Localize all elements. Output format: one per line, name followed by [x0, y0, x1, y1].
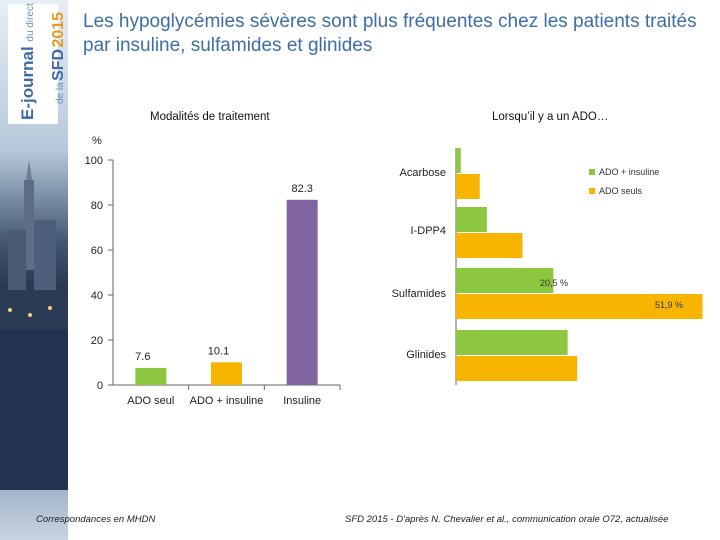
y-tick-label: 40 [91, 290, 103, 302]
bar-value-label: 82.3 [291, 183, 312, 195]
x-tick-label: ADO + insuline [190, 395, 264, 407]
footer-left: Correspondances en MHDN [36, 514, 156, 525]
x-tick-label: Insuline [283, 395, 321, 407]
left-chart: % 0 20 40 60 80 100 7.6 ADO seul 10.1 ADO + insuli… [85, 135, 341, 407]
y-tick-label: 80 [91, 200, 103, 212]
bar-glinides-0 [456, 330, 568, 355]
bar-value-label: 10.1 [208, 345, 229, 357]
bar-1 [211, 362, 242, 385]
bar-0 [135, 367, 167, 385]
page-title: Les hypoglycémies sévères sont plus fréq… [83, 11, 697, 56]
y-tick-label: 100 [85, 155, 103, 167]
y-tick-label: 20 [91, 335, 103, 347]
legend-label: ADO + insuline [599, 167, 659, 177]
category-label: Glinides [406, 349, 446, 361]
bar-2 [286, 199, 318, 385]
brand-logo [8, 4, 58, 124]
y-axis-label: % [92, 135, 102, 147]
y-tick-label: 0 [97, 380, 103, 392]
legend-swatch [589, 188, 595, 194]
city-skyline-image [0, 160, 68, 490]
bar-glinides-1 [456, 356, 578, 381]
legend-label: ADO seuls [599, 186, 643, 196]
bar-sulfamides-1 [456, 294, 703, 319]
bar-value-label: 7.6 [135, 351, 150, 363]
bar-i-dpp4-0 [456, 207, 487, 232]
annotation-sulfamides-green: 20,5 % [540, 278, 568, 288]
category-label: I-DPP4 [411, 225, 446, 237]
footer-right: SFD 2015 - D'après N. Chevalier et al., … [345, 514, 669, 525]
right-chart: Acarbose I-DPP4 Sulfamides Glinides 20,5 % 51… [392, 148, 703, 385]
x-tick-label: ADO seul [127, 395, 174, 407]
sidebar-banner: E-journal du direct de la SFD 2015 [0, 0, 68, 540]
category-label: Sulfamides [392, 288, 447, 300]
bar-acarbose-1 [456, 174, 480, 199]
legend-swatch [589, 169, 595, 175]
bar-sulfamides-0 [456, 268, 554, 293]
category-label: Acarbose [400, 167, 446, 179]
bar-i-dpp4-1 [456, 233, 523, 258]
right-chart-title: Lorsqu’il y a un ADO… [492, 111, 609, 123]
y-tick-label: 60 [91, 245, 103, 257]
left-chart-title: Modalités de traitement [150, 111, 270, 123]
annotation-sulfamides-orange: 51,9 % [655, 300, 683, 310]
bar-acarbose-0 [456, 148, 461, 173]
